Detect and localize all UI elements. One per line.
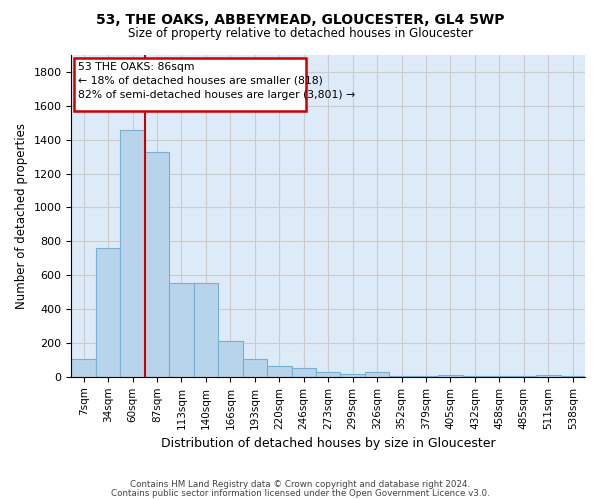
Bar <box>536 375 560 377</box>
Bar <box>463 376 487 377</box>
Bar <box>267 366 292 377</box>
Bar <box>340 374 365 377</box>
Text: 53 THE OAKS: 86sqm
← 18% of detached houses are smaller (818)
82% of semi-detach: 53 THE OAKS: 86sqm ← 18% of detached hou… <box>77 62 355 100</box>
Bar <box>512 376 536 377</box>
Bar <box>292 368 316 377</box>
Bar <box>242 359 267 377</box>
Bar <box>145 152 169 377</box>
Bar <box>365 372 389 377</box>
Bar <box>389 376 414 377</box>
Bar <box>194 283 218 377</box>
Bar <box>121 130 145 377</box>
Text: Contains public sector information licensed under the Open Government Licence v3: Contains public sector information licen… <box>110 489 490 498</box>
Bar <box>218 341 242 377</box>
Text: Size of property relative to detached houses in Gloucester: Size of property relative to detached ho… <box>128 28 473 40</box>
Bar <box>560 376 585 377</box>
Bar <box>438 375 463 377</box>
Bar <box>71 359 96 377</box>
Bar <box>487 376 512 377</box>
Bar <box>169 283 194 377</box>
X-axis label: Distribution of detached houses by size in Gloucester: Distribution of detached houses by size … <box>161 437 496 450</box>
Text: Contains HM Land Registry data © Crown copyright and database right 2024.: Contains HM Land Registry data © Crown c… <box>130 480 470 489</box>
Bar <box>96 248 121 377</box>
Bar <box>414 376 438 377</box>
Y-axis label: Number of detached properties: Number of detached properties <box>15 123 28 309</box>
Bar <box>74 58 306 111</box>
Bar <box>316 372 340 377</box>
Text: 53, THE OAKS, ABBEYMEAD, GLOUCESTER, GL4 5WP: 53, THE OAKS, ABBEYMEAD, GLOUCESTER, GL4… <box>96 12 504 26</box>
